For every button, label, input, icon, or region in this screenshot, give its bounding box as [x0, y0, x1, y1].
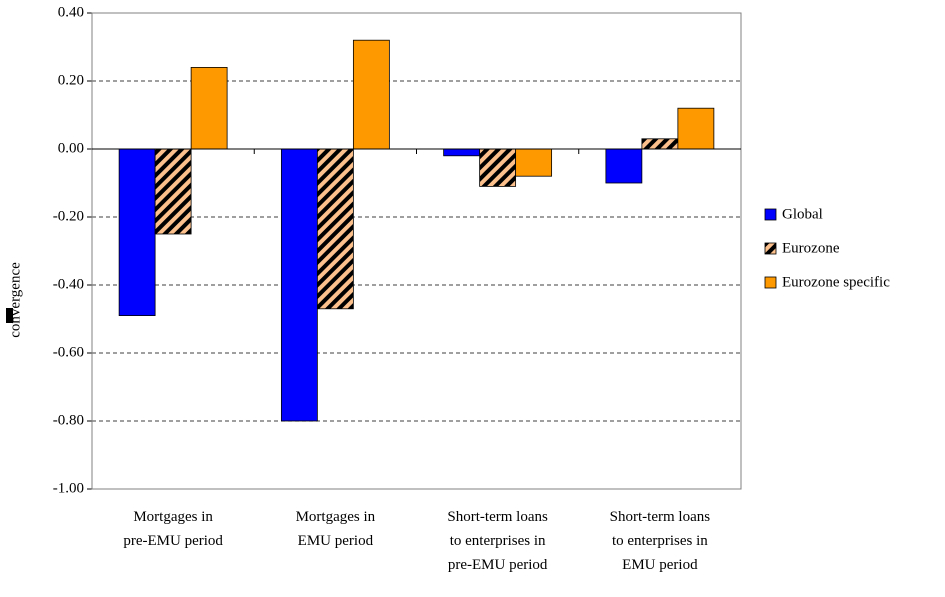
- y-tick-label: -0.60: [53, 344, 84, 360]
- legend-label: Global: [782, 206, 823, 222]
- bar: [118, 148, 156, 317]
- y-tick-label: -1.00: [53, 480, 84, 496]
- y-axis-label: convergence: [7, 262, 23, 338]
- y-tick-label: 0.20: [58, 72, 84, 88]
- legend-label: Eurozone specific: [782, 274, 890, 290]
- bar: [443, 148, 481, 157]
- bar: [316, 148, 354, 310]
- bar: [190, 67, 228, 150]
- bar: [479, 148, 517, 187]
- legend-swatch: [764, 242, 777, 255]
- bar: [605, 148, 643, 184]
- bar: [677, 107, 715, 150]
- y-tick-label: -0.20: [53, 208, 84, 224]
- y-tick-label: 0.40: [58, 4, 84, 20]
- x-tick-label: Mortgages in pre-EMU period: [123, 509, 223, 549]
- bar: [641, 138, 679, 150]
- x-tick-label: Short-term loans to enterprises in pre-EMU…: [447, 509, 548, 573]
- y-tick-label: 0.00: [58, 140, 84, 156]
- bar: [280, 148, 318, 422]
- y-tick-label: -0.80: [53, 412, 84, 428]
- bar: [154, 148, 192, 235]
- x-tick-label: Mortgages in EMU period: [296, 509, 376, 549]
- legend-swatch: [764, 276, 777, 289]
- plot-frame: [91, 12, 742, 490]
- y-label-symbol: [6, 308, 13, 323]
- bar: [352, 39, 390, 150]
- bar: [515, 148, 553, 177]
- legend-swatch: [764, 208, 777, 221]
- legend-label: Eurozone: [782, 240, 840, 256]
- x-tick-label: Short-term loans to enterprises in EMU per…: [610, 509, 711, 573]
- y-tick-label: -0.40: [53, 276, 84, 292]
